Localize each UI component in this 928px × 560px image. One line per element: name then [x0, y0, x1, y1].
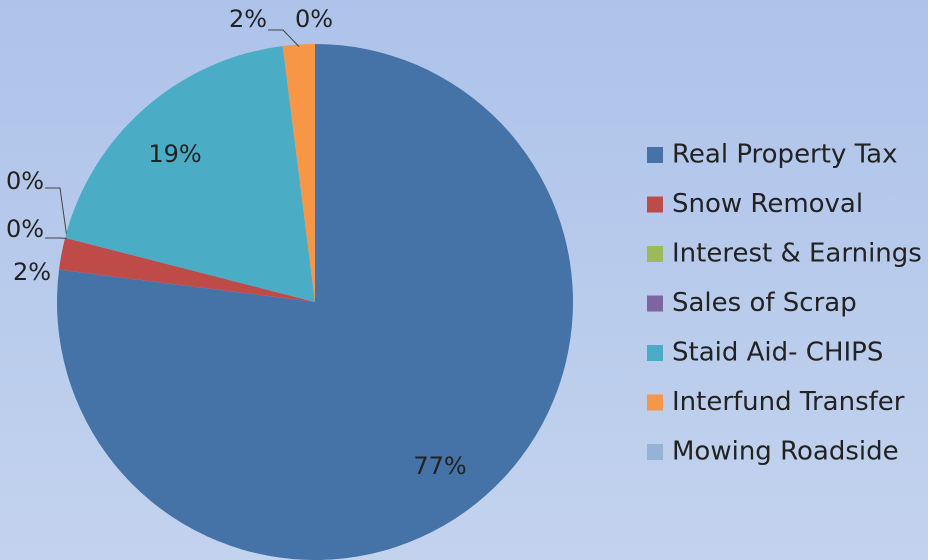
data-label: 0%: [295, 5, 333, 33]
leader-line: [45, 187, 68, 239]
legend-label: Staid Aid- CHIPS: [672, 338, 883, 368]
legend-swatch: [647, 345, 663, 361]
legend-label: Interest & Earnings: [672, 239, 922, 269]
legend-swatch: [647, 394, 663, 411]
pie-slice: [282, 44, 315, 302]
data-label: 0%: [6, 167, 44, 195]
legend-swatch: [647, 196, 663, 213]
data-label: 0%: [6, 215, 44, 243]
pie-slice: [59, 237, 315, 302]
legend-swatch: [647, 295, 663, 312]
data-label: 2%: [13, 258, 51, 286]
legend-swatch: [647, 147, 663, 163]
legend-label: Interfund Transfer: [672, 387, 905, 417]
legend-label: Sales of Scrap: [672, 288, 857, 318]
data-label: 2%: [229, 5, 267, 33]
legend-label: Mowing Roadside: [672, 437, 899, 467]
data-label: 77%: [413, 452, 466, 480]
legend-swatch: [647, 444, 663, 460]
legend-swatch: [647, 246, 663, 262]
leader-line: [268, 29, 300, 47]
data-label: 19%: [148, 140, 201, 168]
pie-slice: [65, 46, 315, 302]
pie-slice: [57, 44, 574, 560]
legend-label: Snow Removal: [672, 189, 863, 219]
legend-label: Real Property Tax: [672, 140, 898, 170]
